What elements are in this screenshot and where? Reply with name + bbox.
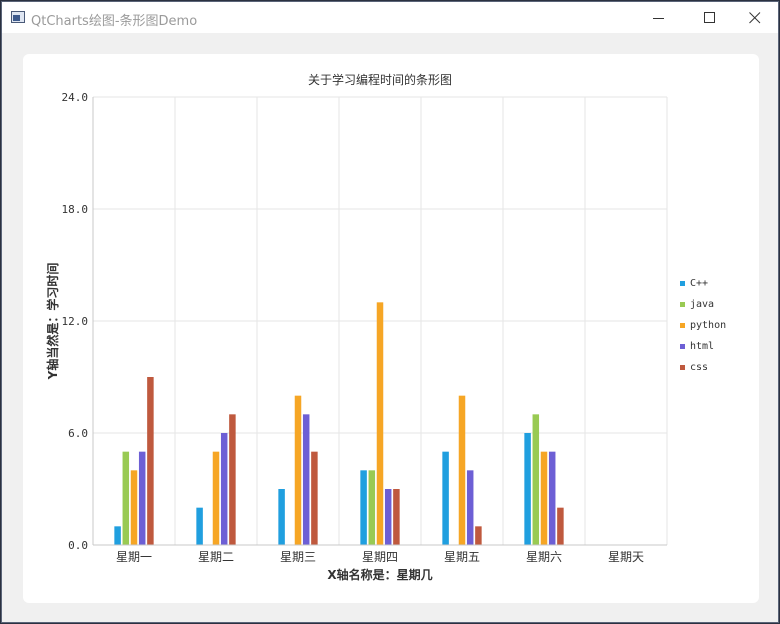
legend-label: python bbox=[690, 320, 726, 331]
bar bbox=[212, 451, 220, 545]
x-tick-label: 星期三 bbox=[280, 550, 316, 564]
legend-marker bbox=[680, 365, 685, 370]
bar bbox=[220, 433, 228, 545]
legend: C++ java python html css bbox=[680, 278, 726, 373]
bar bbox=[360, 470, 367, 545]
bar bbox=[376, 302, 384, 545]
axes: 0.0 6.0 12.0 18.0 24.0 星期一 星期二 星期三 星期四 星期五 星期六 星期天 bbox=[62, 91, 667, 564]
legend-marker bbox=[680, 323, 685, 328]
bar bbox=[384, 489, 392, 545]
minimize-icon bbox=[653, 18, 664, 19]
x-tick-label: 星期二 bbox=[198, 550, 234, 564]
legend-label: C++ bbox=[690, 278, 708, 289]
y-tick-label: 0.0 bbox=[68, 539, 88, 552]
bar bbox=[147, 377, 154, 545]
bar-chart: 关于学习编程时间的条形图 0.0 6.0 12.0 18.0 24.0 星期一 星期二 星期三… bbox=[45, 72, 726, 582]
legend-label: java bbox=[690, 299, 714, 310]
maximize-button[interactable] bbox=[687, 2, 733, 33]
bar bbox=[524, 433, 531, 545]
bar bbox=[130, 470, 138, 545]
y-tick-label: 24.0 bbox=[62, 91, 89, 104]
legend-label: html bbox=[690, 341, 714, 352]
y-tick-label: 18.0 bbox=[62, 203, 89, 216]
bar bbox=[540, 451, 548, 545]
app-window-icon bbox=[11, 11, 25, 23]
x-tick-label: 星期六 bbox=[526, 550, 562, 564]
bar bbox=[557, 507, 564, 545]
bar bbox=[532, 414, 540, 545]
x-tick-label: 星期五 bbox=[444, 550, 480, 564]
x-tick-label: 星期天 bbox=[608, 550, 644, 564]
chart-view: 关于学习编程时间的条形图 0.0 6.0 12.0 18.0 24.0 星期一 星期二 星期三… bbox=[23, 54, 759, 603]
minimize-button[interactable] bbox=[636, 2, 682, 33]
close-button[interactable] bbox=[732, 2, 778, 33]
y-axis-title: Y轴当然是：学习时间 bbox=[45, 263, 60, 381]
bar bbox=[138, 451, 146, 545]
bar bbox=[302, 414, 310, 545]
bar bbox=[294, 395, 302, 545]
bar bbox=[229, 414, 236, 545]
bar bbox=[114, 526, 121, 545]
maximize-icon bbox=[704, 12, 715, 23]
bar bbox=[196, 507, 203, 545]
x-axis-title: X轴名称是：星期几 bbox=[327, 567, 432, 582]
title-bar[interactable]: QtCharts绘图-条形图Demo bbox=[2, 2, 778, 33]
legend-marker bbox=[680, 344, 685, 349]
bar bbox=[458, 395, 466, 545]
legend-label: css bbox=[690, 362, 708, 373]
x-tick-label: 星期四 bbox=[362, 550, 398, 564]
bar bbox=[122, 451, 130, 545]
bars bbox=[114, 302, 564, 545]
bar bbox=[311, 451, 318, 545]
legend-marker bbox=[680, 302, 685, 307]
y-tick-label: 6.0 bbox=[68, 427, 88, 440]
x-tick-label: 星期一 bbox=[116, 550, 152, 564]
y-tick-label: 12.0 bbox=[62, 315, 89, 328]
bar bbox=[475, 526, 482, 545]
bar bbox=[442, 451, 449, 545]
bar bbox=[278, 489, 285, 545]
legend-marker bbox=[680, 281, 685, 286]
bar bbox=[368, 470, 376, 545]
window-title: QtCharts绘图-条形图Demo bbox=[31, 14, 198, 29]
close-icon bbox=[749, 12, 761, 24]
bar bbox=[393, 489, 400, 545]
bar bbox=[466, 470, 474, 545]
bar bbox=[548, 451, 556, 545]
chart-title: 关于学习编程时间的条形图 bbox=[308, 72, 452, 87]
